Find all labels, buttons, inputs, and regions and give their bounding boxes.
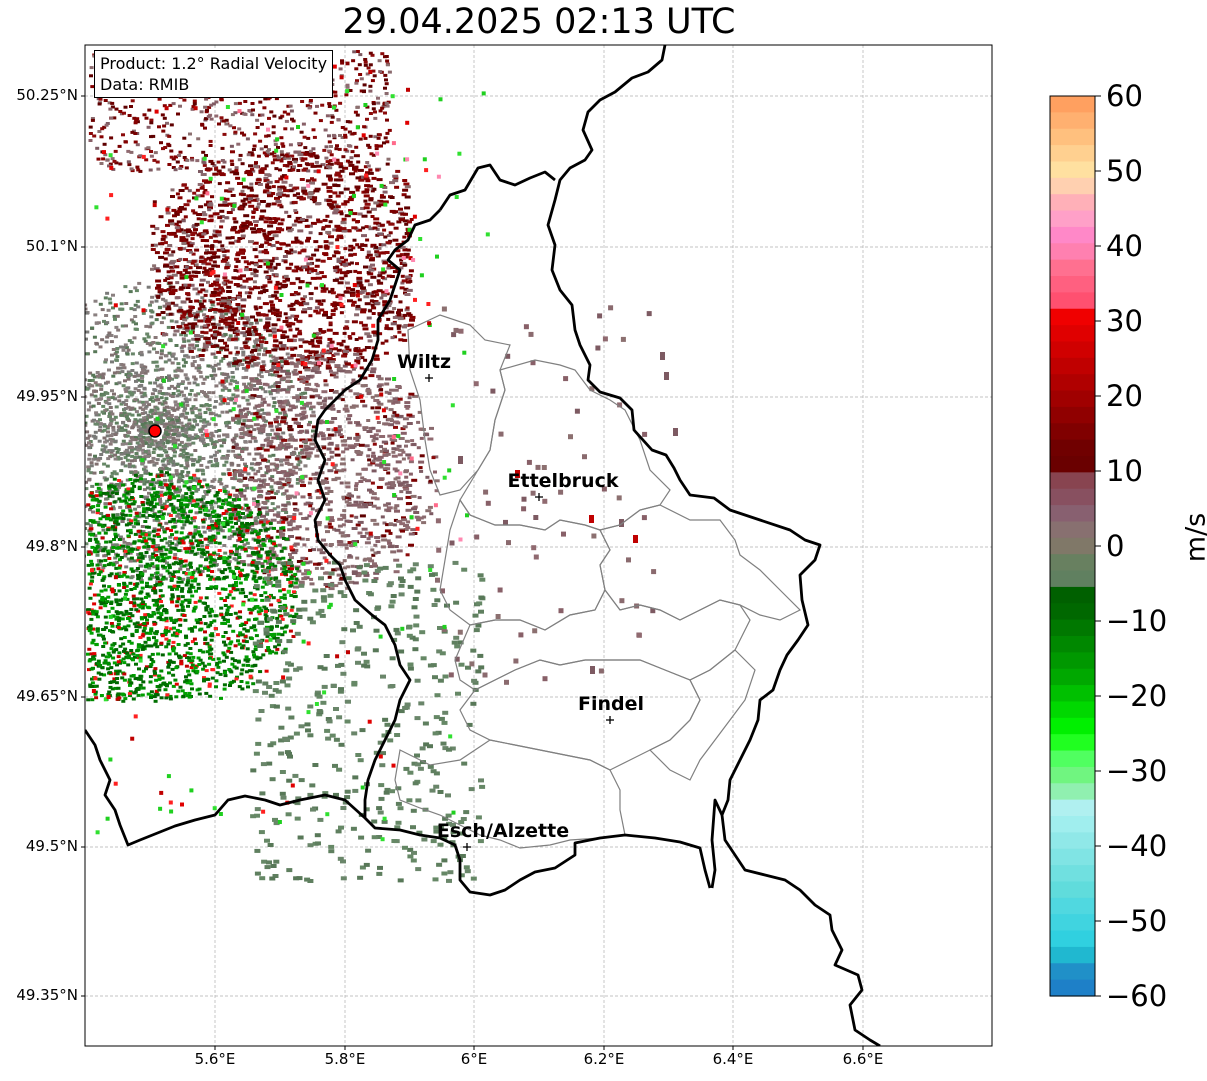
colorbar-tick-label: −60 xyxy=(1106,979,1168,1013)
lat-label: 49.95°N xyxy=(16,387,78,405)
city-marker-ettelbruck xyxy=(535,493,543,501)
lat-label: 49.5°N xyxy=(25,837,78,855)
colorbar-tick-label: 10 xyxy=(1106,454,1143,488)
colorbar-tick-label: −40 xyxy=(1106,829,1168,863)
canton-boundaries xyxy=(394,314,802,849)
lon-label: 6.6°E xyxy=(842,1050,884,1068)
city-label-ettelbruck: Ettelbruck xyxy=(507,470,619,492)
colorbar-tick-label: 60 xyxy=(1106,79,1143,113)
lat-label: 49.35°N xyxy=(16,986,78,1004)
lat-label: 49.8°N xyxy=(25,537,78,555)
colorbar-tick-label: 20 xyxy=(1106,379,1143,413)
radar-site-marker xyxy=(148,424,162,438)
lon-label: 5.6°E xyxy=(194,1050,236,1068)
lon-label: 6.2°E xyxy=(583,1050,625,1068)
colorbar-tick-label: −10 xyxy=(1106,604,1168,638)
lat-label: 49.65°N xyxy=(16,687,78,705)
plot-frame xyxy=(84,44,993,1047)
radar-echoes xyxy=(85,50,678,883)
city-label-findel: Findel xyxy=(577,693,645,715)
lon-label: 6°E xyxy=(460,1050,488,1068)
axis-ticks xyxy=(81,95,864,1050)
colorbar-tick-label: −50 xyxy=(1106,904,1168,938)
city-label-wiltz: Wiltz xyxy=(396,351,452,373)
product-label: Product: 1.2° Radial Velocity xyxy=(100,54,328,73)
colorbar-tick-label: 40 xyxy=(1106,229,1143,263)
lat-label: 50.25°N xyxy=(16,86,78,104)
colorbar-tick-label: 30 xyxy=(1106,304,1143,338)
lat-label: 50.1°N xyxy=(25,237,78,255)
colorbar-tick-label: 0 xyxy=(1106,529,1125,563)
city-label-esch-alzette: Esch/Alzette xyxy=(436,820,570,842)
city-marker-wiltz xyxy=(425,374,433,382)
colorbar-unit-label: m/s xyxy=(1180,512,1207,563)
national-borders xyxy=(85,45,881,1046)
colorbar-ticks xyxy=(1095,95,1101,997)
data-source-label: Data: RMIB xyxy=(100,75,190,94)
product-info-box: Product: 1.2° Radial Velocity Data: RMIB xyxy=(94,50,334,98)
colorbar-tick-label: −30 xyxy=(1106,754,1168,788)
city-marker-findel xyxy=(606,716,614,724)
city-markers xyxy=(425,374,614,851)
colorbar-tick-label: 50 xyxy=(1106,154,1143,188)
lon-label: 5.8°E xyxy=(324,1050,366,1068)
grid-lines xyxy=(85,45,992,1046)
colorbar xyxy=(1049,95,1101,997)
lon-label: 6.4°E xyxy=(712,1050,754,1068)
map-title: 29.04.2025 02:13 UTC xyxy=(342,2,736,42)
city-marker-esch xyxy=(463,843,471,851)
colorbar-tick-label: −20 xyxy=(1106,679,1168,713)
